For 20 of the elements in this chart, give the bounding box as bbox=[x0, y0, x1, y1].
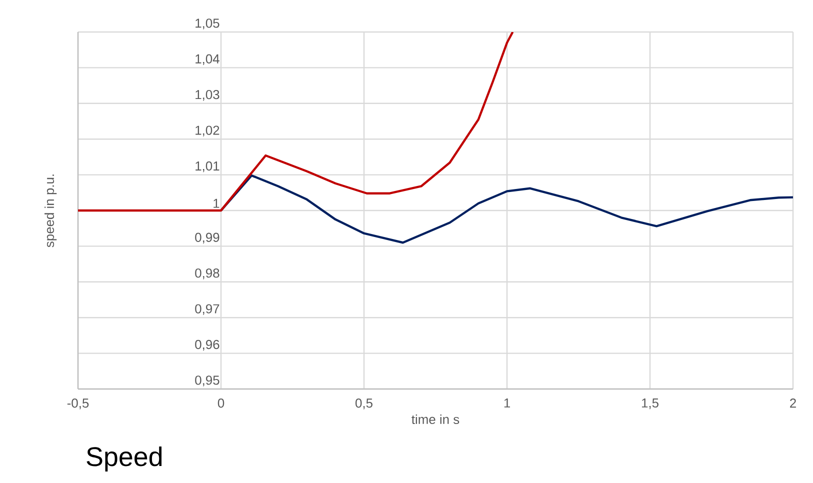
y-tick-label: 1,03 bbox=[196, 90, 220, 101]
y-tick-label: 0,99 bbox=[195, 232, 220, 244]
text: Speed bbox=[86, 446, 162, 472]
y-tick-label: 0,95 bbox=[195, 376, 220, 386]
y-axis-title: speed in p.u. bbox=[44, 174, 57, 248]
y-tick-label: 1,01 bbox=[196, 161, 220, 172]
y-tick-label: 0,96 bbox=[195, 340, 220, 351]
y-tick-label: 0,98 bbox=[195, 268, 220, 280]
y-tick-label: 1 bbox=[214, 198, 220, 208]
x-tick-label: 2 bbox=[790, 398, 796, 408]
y-tick-label: 1,02 bbox=[196, 126, 220, 136]
x-tick-label: 0,5 bbox=[356, 398, 372, 410]
x-tick-label: 1 bbox=[504, 398, 510, 408]
y-tick-label: 0,97 bbox=[195, 304, 220, 315]
x-axis-title: time in s bbox=[412, 414, 460, 424]
x-tick-label: 1,5 bbox=[642, 398, 658, 410]
x-tick-label: 0 bbox=[218, 398, 224, 408]
x-tick-label: -0,5 bbox=[67, 398, 89, 410]
y-tick-label: 1,04 bbox=[196, 54, 220, 65]
y-tick-label: 1,05 bbox=[196, 18, 220, 30]
